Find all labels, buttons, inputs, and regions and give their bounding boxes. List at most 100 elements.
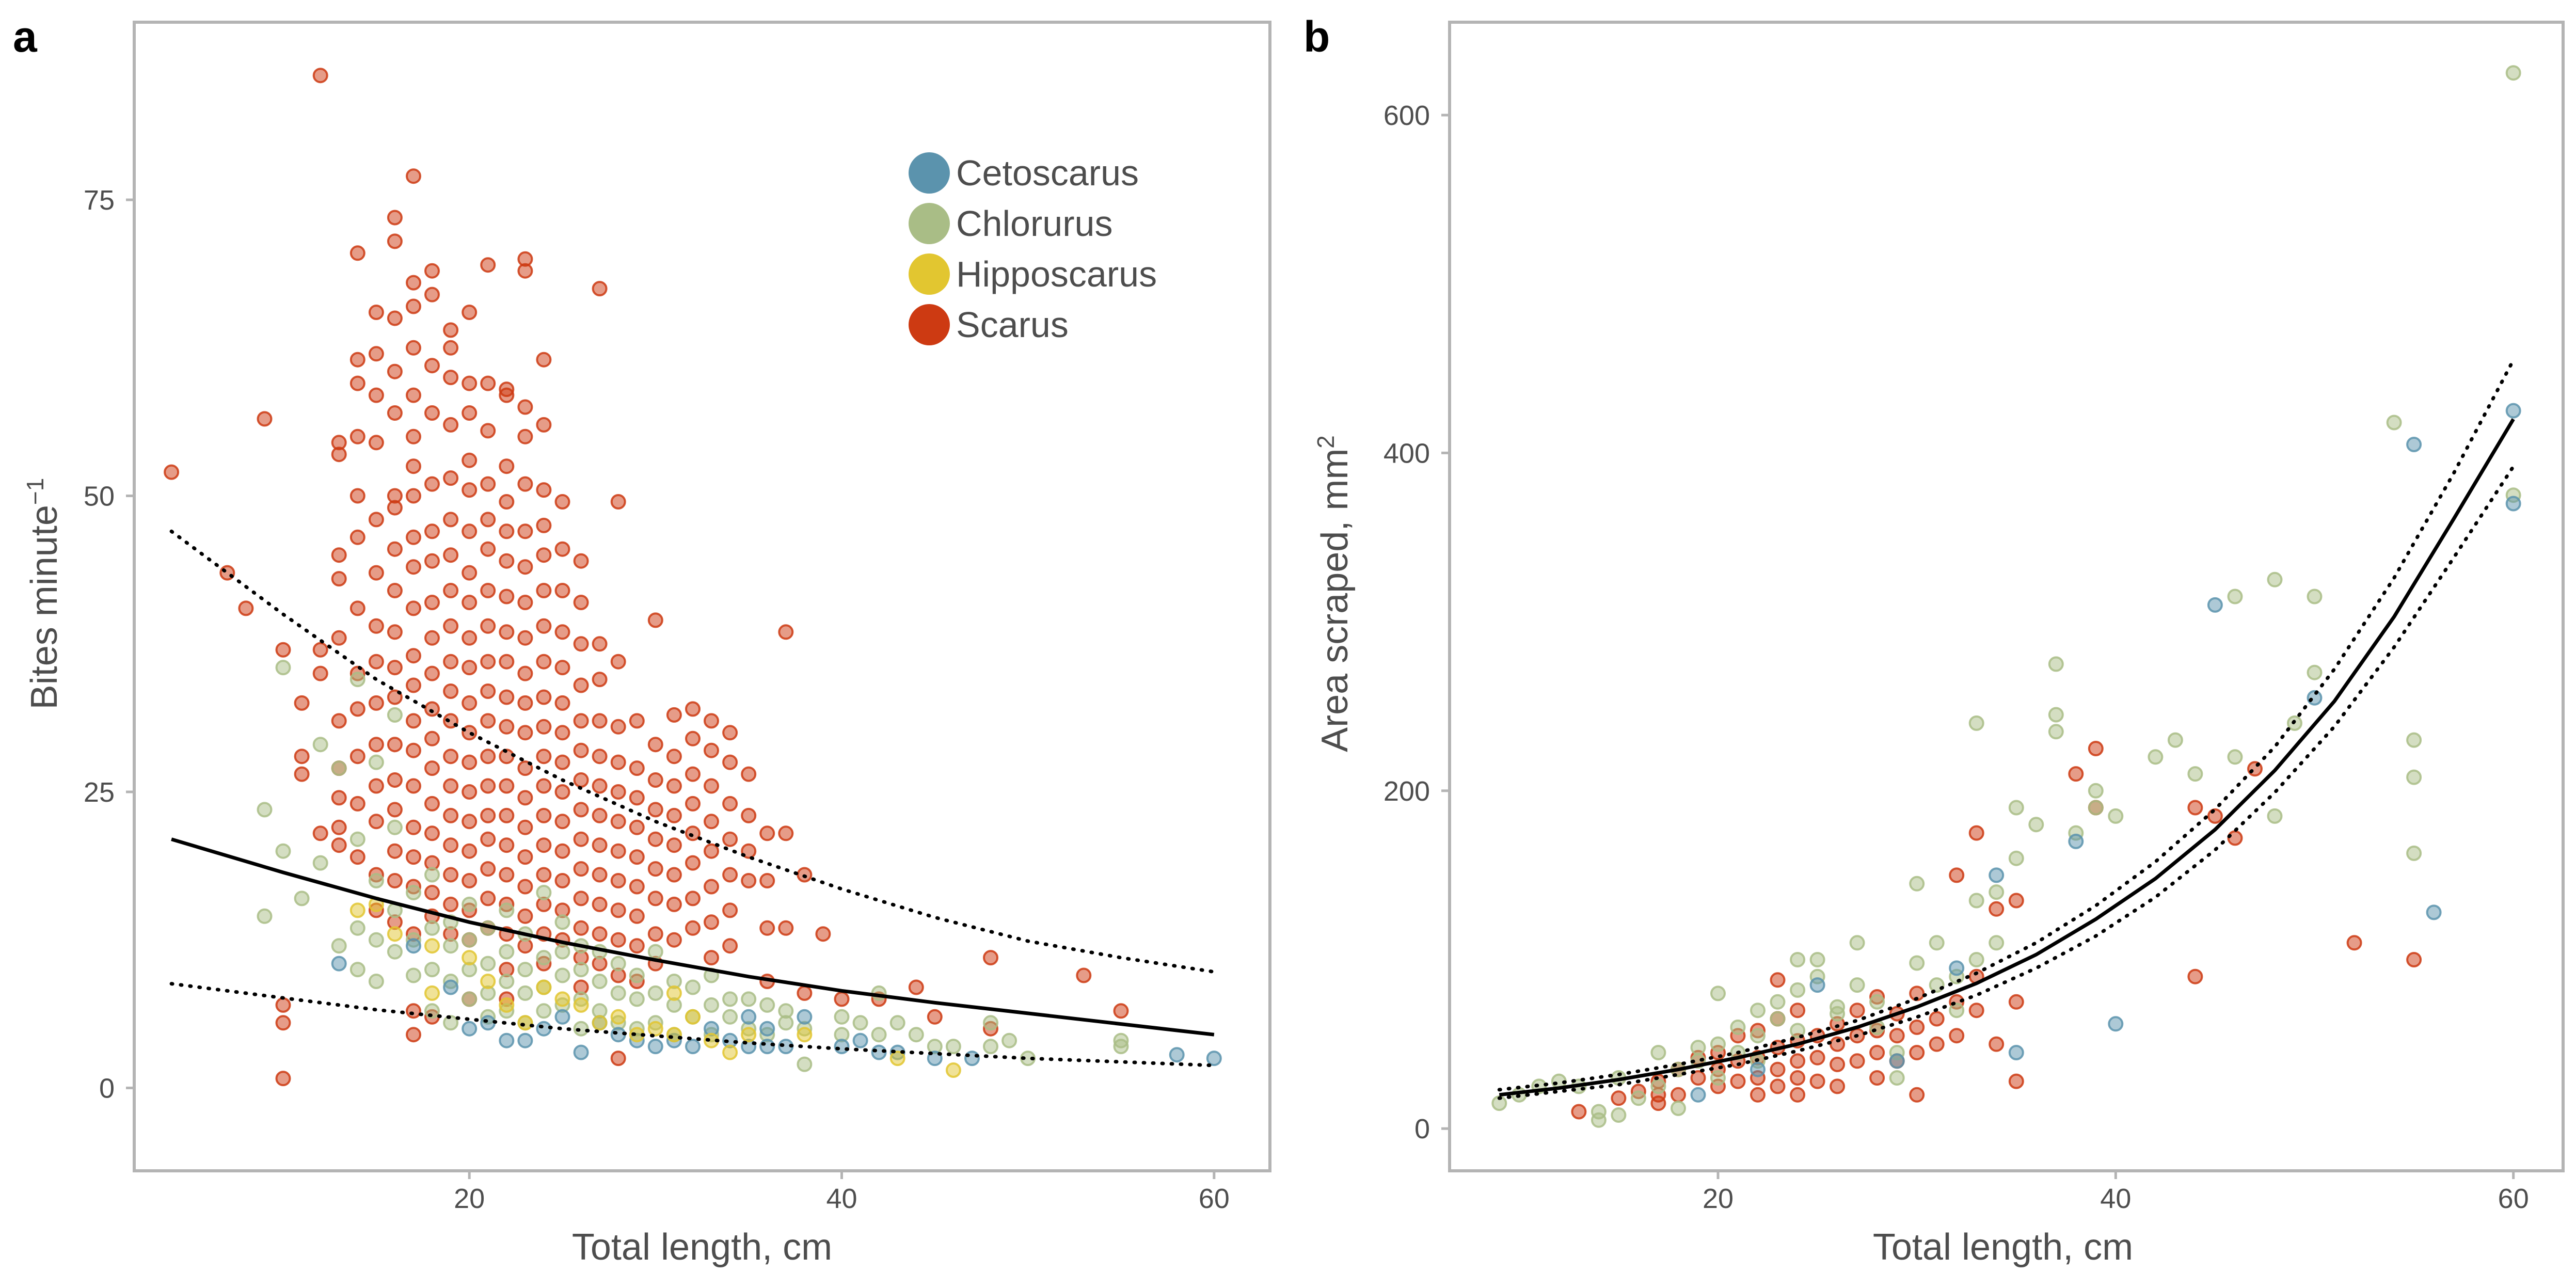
point-chlorurus	[629, 967, 645, 983]
point-scarus	[573, 553, 589, 569]
point-scarus	[406, 648, 421, 664]
point-scarus	[666, 749, 682, 765]
legend-swatch-chlorurus	[909, 203, 950, 244]
point-scarus	[834, 991, 850, 1007]
point-scarus	[592, 672, 608, 688]
point-scarus	[499, 624, 515, 640]
point-scarus	[368, 565, 384, 581]
point-scarus	[462, 660, 478, 676]
point-scarus	[610, 873, 626, 888]
point-chlorurus	[2167, 732, 2183, 748]
point-chlorurus	[685, 979, 701, 995]
point-scarus	[610, 784, 626, 800]
point-scarus	[1849, 1053, 1865, 1069]
point-scarus	[462, 305, 478, 320]
point-scarus	[349, 529, 365, 545]
point-scarus	[387, 210, 403, 226]
point-scarus	[592, 896, 608, 912]
point-scarus	[1968, 825, 1984, 841]
point-scarus	[517, 665, 533, 681]
point-chlorurus	[1730, 1019, 1746, 1035]
point-scarus	[349, 245, 365, 261]
point-chlorurus	[2406, 845, 2422, 861]
point-chlorurus	[778, 1015, 794, 1031]
point-chlorurus	[2048, 656, 2064, 672]
point-scarus	[499, 867, 515, 883]
point-chlorurus	[797, 1056, 813, 1072]
point-scarus	[368, 512, 384, 528]
point-chlorurus	[424, 867, 440, 883]
point-scarus	[554, 624, 570, 640]
point-scarus	[536, 417, 552, 433]
point-scarus	[573, 831, 589, 847]
point-scarus	[629, 849, 645, 865]
point-chlorurus	[499, 944, 515, 960]
point-chlorurus	[1809, 952, 1825, 967]
point-scarus	[499, 553, 515, 569]
point-scarus	[406, 600, 421, 616]
point-scarus	[759, 873, 775, 888]
point-chlorurus	[554, 967, 570, 983]
panel-b-frame	[1448, 21, 2565, 1172]
point-scarus	[1989, 1036, 2005, 1052]
panel-a-frame	[133, 21, 1271, 1172]
point-scarus	[517, 559, 533, 575]
point-chlorurus	[1790, 1023, 1806, 1039]
point-scarus	[349, 701, 365, 717]
point-scarus	[1790, 1053, 1806, 1069]
point-chlorurus	[387, 707, 403, 723]
panel-a-y-axis-title-sup: −1	[22, 478, 49, 505]
point-scarus	[647, 926, 663, 942]
point-chlorurus	[368, 974, 384, 989]
point-chlorurus	[499, 974, 515, 989]
point-chlorurus	[257, 802, 273, 818]
point-chlorurus	[462, 896, 478, 912]
point-chlorurus	[592, 974, 608, 989]
point-scarus	[368, 618, 384, 634]
point-scarus	[1989, 901, 2005, 917]
y-tick-label: 0	[99, 1073, 115, 1104]
point-scarus	[685, 825, 701, 841]
point-scarus	[647, 612, 663, 628]
point-scarus	[629, 713, 645, 729]
point-scarus	[1790, 1070, 1806, 1086]
point-scarus	[294, 695, 310, 711]
point-scarus	[368, 346, 384, 362]
point-hipposcarus	[610, 1009, 626, 1025]
point-scarus	[349, 849, 365, 865]
point-scarus	[647, 772, 663, 788]
point-scarus	[164, 464, 180, 480]
point-scarus	[778, 825, 794, 841]
point-scarus	[387, 405, 403, 421]
point-chlorurus	[1909, 876, 1925, 892]
point-scarus	[1909, 1019, 1925, 1035]
point-chlorurus	[462, 991, 478, 1007]
point-chlorurus	[2307, 589, 2323, 605]
point-scarus	[685, 920, 701, 936]
point-hipposcarus	[722, 1044, 738, 1060]
fit-mean-line	[171, 837, 1215, 1037]
point-scarus	[312, 825, 328, 841]
point-scarus	[331, 447, 347, 463]
point-chlorurus	[647, 985, 663, 1001]
point-scarus	[294, 749, 310, 765]
point-scarus	[443, 778, 459, 794]
point-scarus	[499, 719, 515, 735]
point-scarus	[387, 660, 403, 676]
point-scarus	[647, 737, 663, 753]
point-scarus	[517, 399, 533, 415]
point-scarus	[275, 997, 291, 1013]
point-scarus	[406, 819, 421, 835]
point-scarus	[424, 553, 440, 569]
point-scarus	[554, 843, 570, 859]
point-chlorurus	[1770, 1011, 1786, 1027]
point-scarus	[1770, 1061, 1786, 1077]
point-scarus	[443, 683, 459, 699]
point-chlorurus	[629, 991, 645, 1007]
point-scarus	[685, 701, 701, 717]
point-chlorurus	[368, 754, 384, 770]
point-scarus	[927, 1009, 943, 1025]
panel-a: a 20 40 60 0 25 50 75 Total length, cm Bites m…	[13, 12, 1271, 1268]
point-scarus	[629, 879, 645, 895]
point-scarus	[554, 814, 570, 830]
